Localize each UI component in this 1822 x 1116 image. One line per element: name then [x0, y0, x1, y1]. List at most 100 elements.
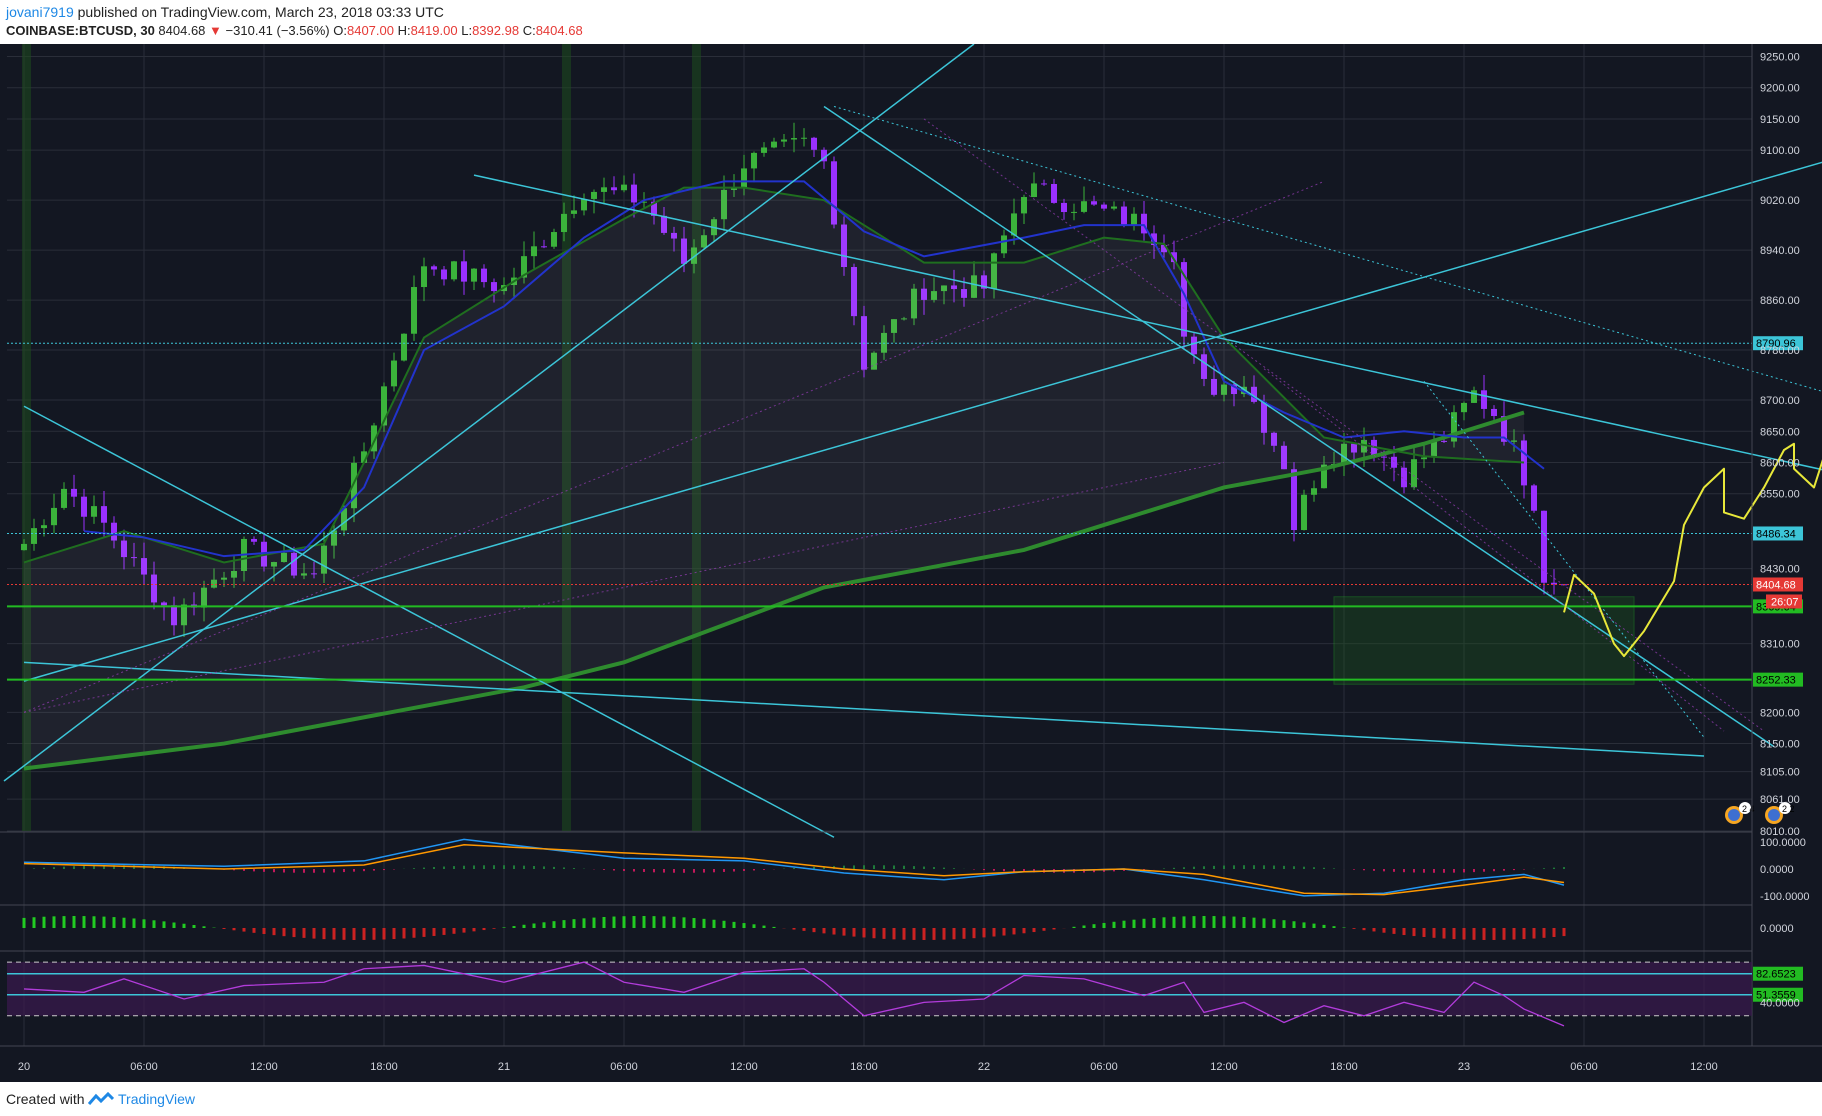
trendline [823, 105, 1775, 748]
countdown-label: 26:07 [1771, 596, 1799, 608]
candle-down [961, 289, 967, 298]
trendline [23, 161, 1822, 682]
stoch-level-label: 82.6523 [1756, 969, 1796, 981]
candle-up [561, 213, 567, 233]
author-link[interactable]: jovani7919 [6, 4, 74, 20]
candle-up [1301, 494, 1307, 531]
candle-up [581, 198, 587, 211]
candle-up [901, 318, 907, 320]
candle-down [661, 215, 667, 233]
candle-up [1311, 488, 1317, 495]
price-tick-label: 9150.00 [1760, 114, 1800, 126]
chart-canvas[interactable]: 8790.968486.348404.688369.648252.3326:07… [0, 44, 1822, 1082]
candle-down [1291, 469, 1297, 531]
time-tick-label: 18:00 [850, 1061, 878, 1073]
candle-up [971, 275, 977, 298]
candle-up [531, 246, 537, 257]
candle-down [1251, 386, 1257, 402]
candle-up [571, 210, 577, 214]
series-ema [83, 180, 1545, 558]
price-tick-label: 8310.00 [1760, 639, 1800, 651]
candle-up [391, 360, 397, 387]
tradingview-logo-icon [88, 1092, 114, 1105]
candle-down [681, 238, 687, 264]
candle-down [1481, 390, 1487, 409]
trendline [3, 44, 975, 782]
candle-down [1401, 467, 1407, 488]
series-ma200 [23, 410, 1525, 771]
candle-up [731, 188, 737, 190]
candle-down [1171, 252, 1177, 263]
candle-down [171, 605, 177, 626]
published-text: published on TradingView.com, March 23, … [77, 4, 444, 20]
candle-down [921, 288, 927, 300]
candle-up [1131, 213, 1137, 226]
candle-up [211, 579, 217, 588]
economic-event-marker[interactable]: 2 2 [1765, 802, 1795, 824]
candle-up [741, 168, 747, 189]
candle-up [941, 285, 947, 292]
stoch-tick-label: 40.0000 [1760, 997, 1800, 1009]
time-tick-label: 20 [18, 1061, 30, 1073]
price-label: 8790.96 [1756, 338, 1796, 350]
candle-up [641, 201, 647, 203]
support-zone [1333, 596, 1635, 685]
candle-up [1431, 440, 1437, 458]
trendline [923, 118, 1765, 732]
open-value: 8407.00 [346, 23, 394, 38]
macd-tick-label: -100.0000 [1760, 891, 1810, 903]
economic-event-marker[interactable]: 2 4 [1725, 802, 1755, 824]
candle-down [251, 538, 257, 542]
candle-up [361, 451, 367, 463]
ohlc-legend: COINBASE:BTCUSD, 30 8404.68 ▼ −310.41 (−… [6, 23, 583, 38]
candle-down [431, 266, 437, 270]
candle-up [1021, 197, 1027, 214]
time-tick-label: 18:00 [1330, 1061, 1358, 1073]
candle-down [1531, 485, 1537, 511]
candle-up [701, 235, 707, 248]
macd-signal-line [23, 844, 1565, 896]
candle-down [1391, 456, 1397, 468]
close-label: C: [522, 23, 536, 38]
price-tick-label: 8430.00 [1760, 564, 1800, 576]
candle-down [1141, 213, 1147, 234]
price-tick-label: 8200.00 [1760, 707, 1800, 719]
stoch-level-bg [1753, 966, 1803, 981]
candle-down [831, 161, 837, 225]
candle-down [441, 269, 447, 280]
candle-down [1101, 204, 1107, 209]
created-with-label: Created with [6, 1091, 85, 1107]
trendline [23, 661, 1705, 757]
candle-down [1051, 184, 1057, 203]
time-tick-label: 22 [978, 1061, 990, 1073]
time-tick-label: 06:00 [130, 1061, 158, 1073]
time-axis: 20 06:00 12:00 18:00 21 06:00 12:00 18:00 22 06:0… [18, 1061, 1718, 1073]
candle-down [131, 557, 137, 559]
candle-down [1121, 206, 1127, 226]
publish-line: jovani7919 published on TradingView.com,… [6, 4, 444, 20]
chart-header: jovani7919 published on TradingView.com,… [0, 0, 1822, 44]
time-tick-label: 12:00 [1210, 1061, 1238, 1073]
candle-down [111, 522, 117, 541]
candle-up [351, 462, 357, 509]
candle-up [691, 247, 697, 264]
candle-up [1451, 412, 1457, 442]
candle-up [781, 139, 787, 142]
candle-up [1011, 213, 1017, 236]
price-label-bg [1753, 336, 1803, 351]
candle-up [1421, 457, 1427, 460]
tradingview-brand-link[interactable]: TradingView [118, 1091, 196, 1107]
candle-up [21, 543, 27, 551]
candle-up [891, 319, 897, 333]
forecast-drawing [1563, 442, 1822, 658]
ma-cloud [24, 187, 1524, 769]
candle-down [81, 496, 87, 517]
price-tick-label: 8700.00 [1760, 395, 1800, 407]
candle-down [1151, 233, 1157, 246]
candle-down [981, 275, 987, 289]
candle-up [1511, 440, 1517, 442]
candle-down [541, 246, 547, 248]
candle-up [451, 261, 457, 280]
candle-down [141, 558, 147, 575]
close-value: 8404.68 [535, 23, 583, 38]
